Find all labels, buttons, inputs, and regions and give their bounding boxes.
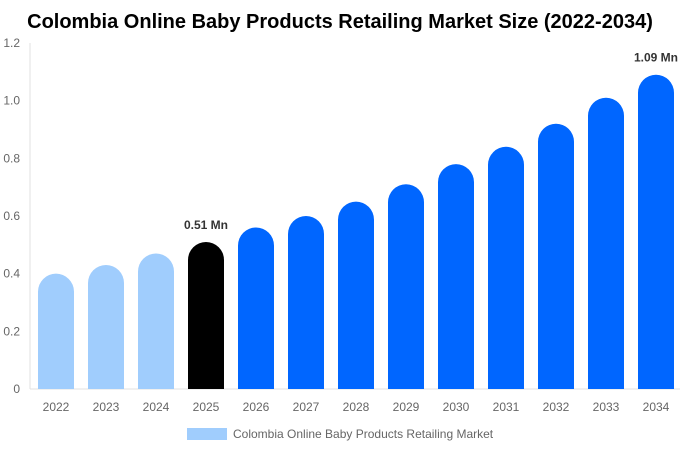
bar-2031[interactable]: [488, 146, 524, 389]
y-tick-label: 1.2: [3, 36, 20, 50]
x-tick-label: 2030: [443, 400, 470, 414]
x-tick-label: 2028: [343, 400, 370, 414]
bar-2034[interactable]: [638, 74, 674, 389]
chart-title: Colombia Online Baby Products Retailing …: [27, 11, 653, 33]
bar-2027[interactable]: [288, 216, 324, 389]
x-tick-label: 2025: [193, 400, 220, 414]
bar-2029[interactable]: [388, 184, 424, 389]
legend-swatch: [187, 428, 227, 440]
bar-2030[interactable]: [438, 164, 474, 389]
x-tick-label: 2033: [593, 400, 620, 414]
bar-2026[interactable]: [238, 227, 274, 389]
x-tick-label: 2027: [293, 400, 320, 414]
data-label-2025: 0.51 Mn: [184, 218, 228, 232]
bar-2023[interactable]: [88, 265, 124, 389]
x-tick-label: 2024: [143, 400, 170, 414]
x-tick-label: 2031: [493, 400, 520, 414]
y-tick-label: 0.6: [3, 209, 20, 223]
data-label-2034: 1.09 Mn: [634, 51, 678, 65]
y-tick-label: 0.2: [3, 324, 20, 338]
legend-label[interactable]: Colombia Online Baby Products Retailing …: [233, 427, 494, 441]
x-tick-label: 2034: [643, 400, 670, 414]
x-tick-label: 2032: [543, 400, 570, 414]
bar-2032[interactable]: [538, 123, 574, 389]
x-tick-label: 2023: [93, 400, 120, 414]
y-tick-label: 0: [13, 382, 20, 396]
y-tick-label: 0.8: [3, 151, 20, 165]
x-tick-label: 2026: [243, 400, 270, 414]
y-tick-label: 0.4: [3, 267, 20, 281]
bar-2025[interactable]: [188, 241, 224, 389]
x-tick-label: 2029: [393, 400, 420, 414]
bar-2033[interactable]: [588, 97, 624, 390]
x-tick-label: 2022: [43, 400, 70, 414]
y-tick-label: 1.0: [3, 94, 20, 108]
bar-2024[interactable]: [138, 253, 174, 389]
bar-2022[interactable]: [38, 273, 74, 389]
bar-2028[interactable]: [338, 201, 374, 389]
